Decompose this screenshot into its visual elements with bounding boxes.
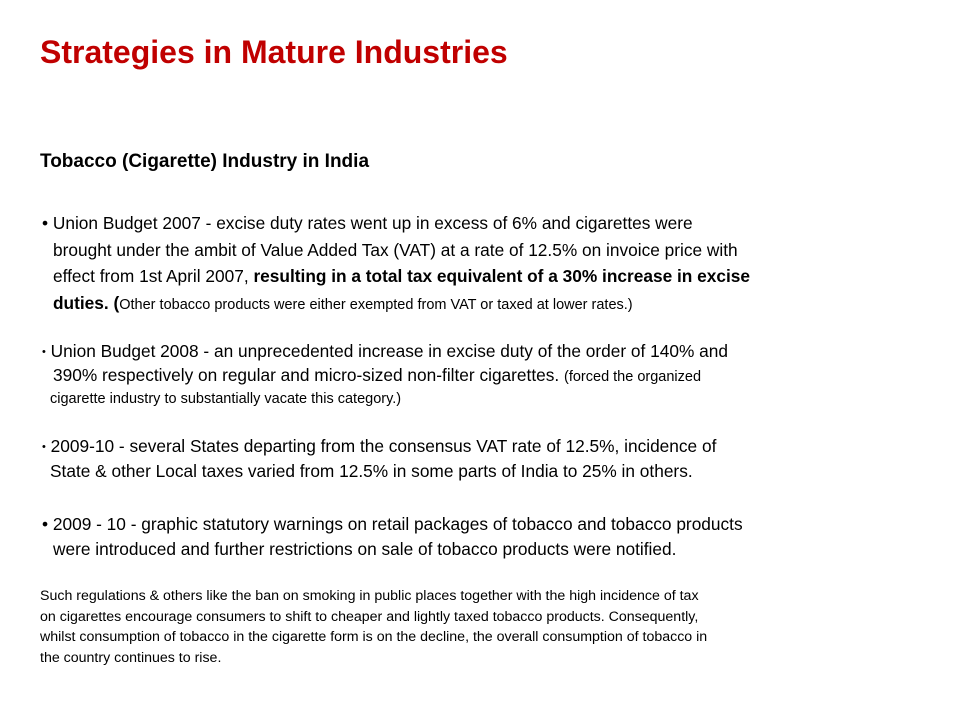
bullet-text-emphasis: resulting in a total tax equivalent of a… [253,266,750,286]
bullet-text: 2009 - 10 - graphic statutory warnings o… [48,514,743,534]
bullet-line: were introduced and further restrictions… [53,539,677,559]
summary-line: the country continues to rise. [40,649,222,666]
bullet-dot: • [42,514,49,534]
bullet-text: Union Budget 2007 - excise duty rates we… [48,213,693,233]
summary-line: whilst consumption of tobacco in the cig… [40,629,708,645]
bullet-text: 2009-10 - several States departing from … [45,436,717,456]
slide-subtitle: Tobacco (Cigarette) Industry in India [40,151,370,172]
summary-line: on cigarettes encourage consumers to shi… [40,608,699,625]
bullet-dot: • [42,346,46,358]
bullet-line: 390% respectively on regular and micro-s… [53,365,701,387]
slide-title: Strategies in Mature Industries [40,34,508,70]
bullet-line: brought under the ambit of Value Added T… [53,240,738,260]
bullet-line: • 2009 - 10 - graphic statutory warnings… [42,514,743,534]
bullet-note: Other tobacco products were either exemp… [119,297,633,313]
bullet-note: (forced the organized [564,369,702,385]
bullet-line: State & other Local taxes varied from 12… [50,461,693,481]
bullet-dot: • [42,441,46,453]
bullet-text: 390% respectively on regular and micro-s… [53,365,564,385]
bullet-text: effect from 1st April 2007, [53,266,254,286]
bullet-line: • Union Budget 2008 - an unprecedented i… [42,341,728,364]
bullet-line: • Union Budget 2007 - excise duty rates … [42,213,693,233]
bullet-text: Union Budget 2008 - an unprecedented inc… [45,341,728,361]
bullet-line: duties. (Other tobacco products were eit… [53,293,633,315]
bullet-text-emphasis: duties. ( [53,293,120,313]
bullet-note: cigarette industry to substantially vaca… [50,391,402,407]
bullet-line: effect from 1st April 2007, resulting in… [53,266,750,286]
bullet-line: • 2009-10 - several States departing fro… [42,436,716,459]
summary-line: Such regulations & others like the ban o… [40,588,699,604]
bullet-dot: • [42,213,49,233]
summary-paragraph: Such regulations & others like the ban o… [40,586,920,668]
